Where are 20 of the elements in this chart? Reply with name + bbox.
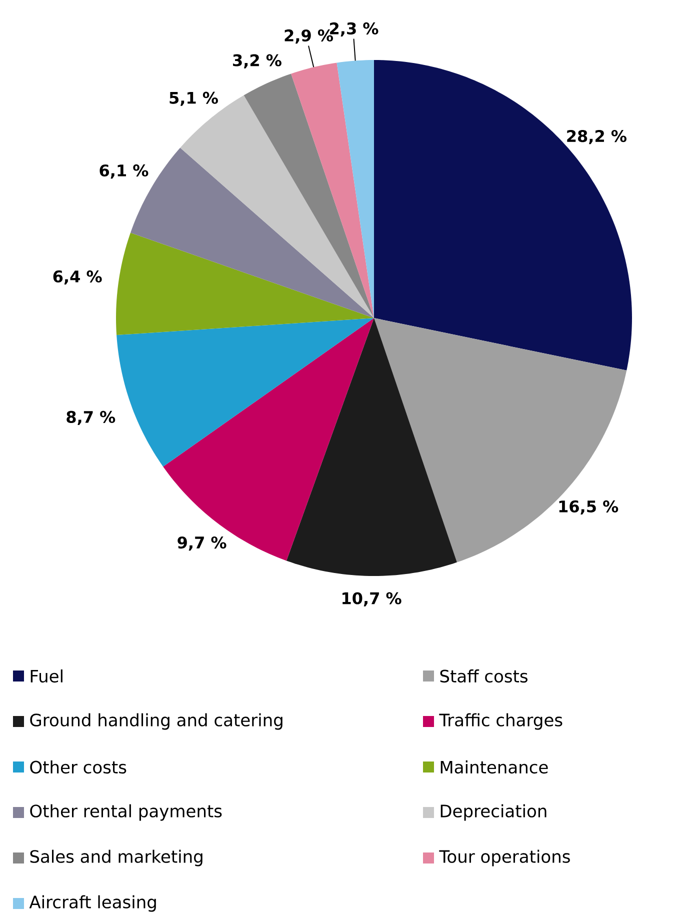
legend-label: Staff costs [440, 669, 528, 683]
data-label: 16,5 % [559, 500, 618, 515]
data-label: 10,7 % [342, 592, 402, 606]
data-label: 5,1 % [170, 92, 218, 106]
data-label: 8,7 % [66, 410, 116, 426]
data-label: 6,4 % [53, 270, 102, 285]
legend-label: Other costs [30, 760, 126, 774]
legend-label: Depreciation [440, 804, 546, 821]
legend-label: Aircraft leasing [29, 895, 156, 912]
legend-label: Traffic charges [439, 713, 562, 730]
legend-label: Ground handling and catering [30, 713, 282, 730]
data-label: 28,2 % [567, 130, 626, 144]
legend-label: Sales and marketing [30, 850, 202, 866]
legend-label: Maintenance [440, 760, 548, 774]
legend-label: Other rental payments [30, 804, 222, 821]
data-label: 6,1 % [100, 164, 148, 179]
legend-label: Tour operations [439, 850, 570, 866]
data-label: 9,7 % [178, 536, 226, 551]
legend-label: Fuel [30, 669, 62, 683]
data-label: 3,2 % [233, 54, 282, 68]
